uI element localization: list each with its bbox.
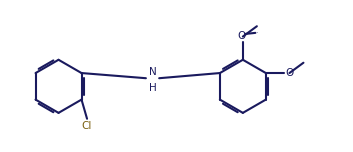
Text: N: N — [149, 67, 156, 77]
Text: O: O — [237, 31, 245, 41]
Text: Cl: Cl — [82, 121, 92, 131]
Text: O: O — [285, 68, 293, 78]
Text: CH₃: CH₃ — [257, 32, 259, 33]
Text: H: H — [149, 83, 156, 93]
